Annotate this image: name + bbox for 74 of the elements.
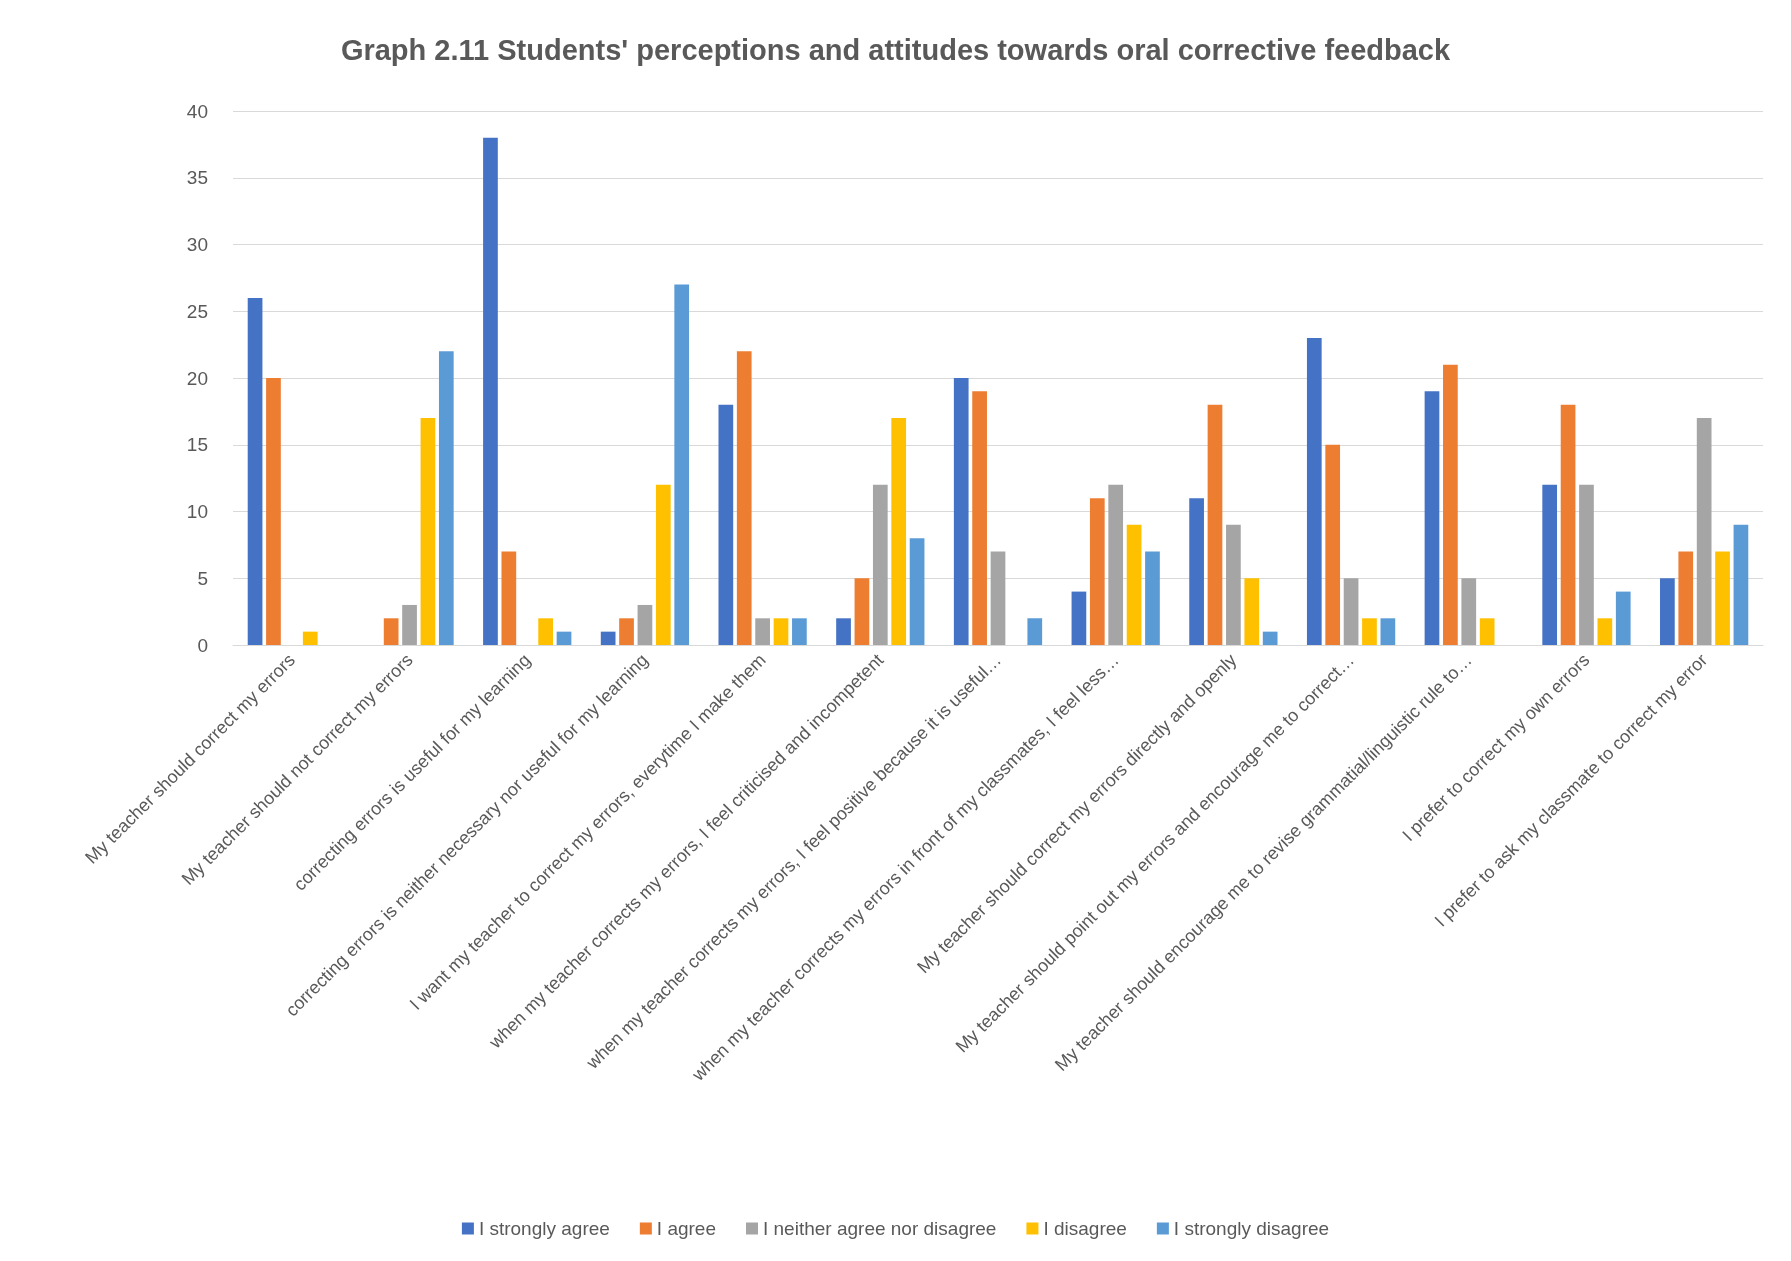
legend-label: I strongly agree [478, 1218, 610, 1239]
bar [1262, 631, 1278, 645]
bar [718, 404, 734, 645]
bar [501, 551, 517, 645]
bar [1343, 578, 1359, 645]
bar [972, 391, 987, 645]
legend-label: I neither agree nor disagree [763, 1218, 997, 1239]
bar [538, 618, 553, 645]
bar [1615, 591, 1631, 645]
bar [637, 604, 653, 645]
bar [990, 551, 1006, 645]
bar [1380, 618, 1396, 645]
bar [1660, 578, 1675, 645]
bar [247, 297, 263, 645]
bar [1424, 391, 1440, 645]
bar [1226, 524, 1241, 645]
bar [953, 378, 969, 645]
y-tick-label: 20 [186, 367, 208, 389]
bar [755, 618, 770, 645]
y-tick-label: 10 [186, 501, 208, 522]
bar [266, 378, 281, 645]
y-tick-label: 5 [197, 567, 208, 589]
bar [1597, 618, 1613, 645]
bar [1071, 591, 1087, 645]
bar [420, 418, 436, 645]
bar [1443, 364, 1458, 645]
bar [1461, 578, 1477, 645]
bar [556, 631, 572, 645]
bar [836, 618, 851, 645]
bar [1479, 618, 1495, 645]
legend-label: I disagree [1043, 1218, 1127, 1239]
bar [891, 418, 907, 645]
bar [792, 618, 807, 645]
bar [1560, 404, 1576, 645]
bar [619, 618, 634, 645]
bar [1189, 498, 1204, 645]
bar [1362, 618, 1377, 645]
bar [1145, 551, 1160, 645]
bar [854, 578, 870, 645]
bar [1542, 484, 1558, 645]
bar [1733, 524, 1749, 645]
y-tick-label: 15 [186, 434, 208, 456]
bar [1306, 337, 1322, 645]
bar [1244, 578, 1260, 645]
bar [1126, 524, 1142, 645]
bar [438, 351, 454, 645]
bar [655, 484, 671, 645]
bar [736, 351, 752, 645]
y-tick-label: 40 [186, 100, 208, 122]
bar [773, 618, 789, 645]
y-tick-label: 25 [186, 300, 208, 322]
y-tick-label: 35 [186, 167, 208, 189]
bar [872, 484, 888, 645]
bar [909, 538, 925, 645]
bar [1325, 444, 1341, 645]
bar [1027, 618, 1043, 645]
bar [1678, 551, 1694, 645]
bar [1696, 418, 1712, 645]
bar [1207, 404, 1223, 645]
legend-label: I agree [656, 1218, 716, 1239]
bar [1579, 484, 1594, 645]
bar [383, 618, 399, 645]
bar [302, 631, 318, 645]
y-tick-label: 30 [186, 234, 208, 255]
bar [1108, 484, 1124, 645]
chart-title: Graph 2.11 Students' perceptions and attitudes towards oral corrective feedback [340, 33, 1451, 66]
bar [1715, 551, 1730, 645]
legend-label: I strongly disagree [1173, 1218, 1330, 1239]
bar [402, 604, 417, 645]
bar [674, 284, 690, 645]
bar [483, 137, 498, 645]
bar [1089, 498, 1105, 645]
y-tick-label: 0 [197, 634, 208, 656]
bar [600, 631, 616, 645]
